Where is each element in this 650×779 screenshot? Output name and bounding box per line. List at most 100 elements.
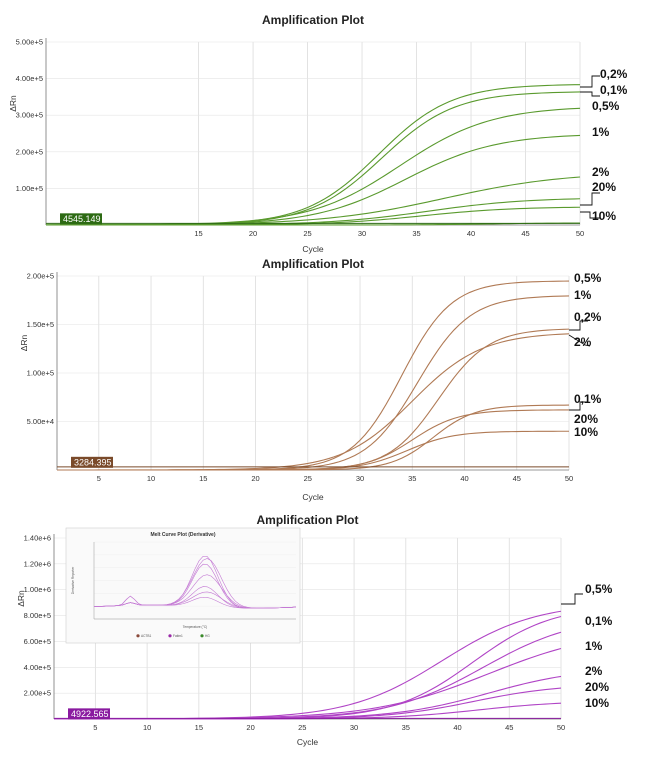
curve-callout-label: 0,1% [574,392,602,406]
series-line [57,333,570,471]
y-tick-label: 1.50e+5 [27,320,54,329]
y-tick-label: 4.00e+5 [24,663,51,672]
y-tick-label: 8.00e+5 [24,611,51,620]
y-axis-label: ΔRn [16,590,26,607]
series-line [45,84,581,226]
x-axis-label: Cycle [302,244,324,254]
callout-bracket [561,593,583,605]
curve-callout-label: 2% [574,335,592,349]
x-tick-label: 5 [93,723,97,732]
y-tick-label: 2.00e+5 [27,272,54,281]
inset-legend-label: HG [205,634,210,638]
y-tick-label: 3.00e+5 [16,111,43,120]
inset-x-label: Temperature (°C) [183,625,207,629]
curve-callout-label: 0,5% [585,582,613,596]
inset-melt-curve [93,596,297,609]
curve-callout-label: 20% [585,680,609,694]
y-axis-label: ΔRn [19,334,29,351]
curve-callout-label: 2% [592,165,610,179]
x-tick-label: 50 [576,229,584,238]
x-tick-label: 45 [505,723,513,732]
x-tick-label: 5 [97,474,101,483]
x-tick-label: 10 [147,474,155,483]
x-tick-label: 10 [143,723,151,732]
y-tick-label: 1.00e+5 [27,369,54,378]
series-line [57,280,570,471]
curve-callout-label: 20% [592,180,616,194]
threshold-value-label: 4545.149 [63,214,101,224]
chart-title: Amplification Plot [257,513,359,527]
x-tick-label: 35 [402,723,410,732]
chart-title: Amplification Plot [262,257,364,271]
x-tick-label: 15 [199,474,207,483]
series-line [46,198,581,226]
callout-bracket [580,211,600,219]
chart-title: Amplification Plot [262,13,364,27]
x-tick-label: 45 [521,229,529,238]
curve-callout-label: 10% [585,696,609,710]
callout-bracket [569,320,588,331]
inset-title: Melt Curve Plot (Derivative) [150,532,215,538]
callout-bracket [580,192,600,206]
curve-callout-label: 0,5% [592,99,620,113]
chart-panel-3: Amplification Plot 5 10 15 20 25 30 35 40 45 50 2.0… [16,513,613,747]
y-tick-label: 4.00e+5 [16,74,43,83]
inset-legend-marker [200,634,204,638]
threshold-badge [68,708,110,720]
y-tick-label: 1.00e+6 [24,585,51,594]
y-tick-label: 1.40e+6 [24,534,51,543]
x-axis-label: Cycle [297,737,319,747]
melt-curve-inset [65,527,301,644]
series-line [57,295,570,471]
chart-panel-1: Amplification Plot 15 20 25 30 35 40 45 50 1.00e+… [8,13,628,254]
inset-legend-marker [168,634,172,638]
curve-callout-label: 10% [592,209,616,223]
curve-callout-label: 0,5% [574,271,602,285]
curve-callout-label: 1% [585,639,603,653]
inset-legend-label: ACTB1 [141,634,152,638]
inset-legend-marker [136,634,140,638]
curve-callout-label: 1% [592,125,610,139]
callout-bracket [568,334,591,347]
curve-callout-label: 0,2% [574,310,602,324]
x-tick-label: 20 [251,474,259,483]
x-tick-label: 25 [298,723,306,732]
y-tick-label: 1.00e+5 [16,184,43,193]
series-line [57,430,570,471]
y-tick-label: 6.00e+5 [24,637,51,646]
y-tick-label: 5.00e+5 [16,38,43,47]
y-tick-label: 2.00e+5 [16,147,43,156]
series-line [45,134,581,226]
callout-bracket [580,91,600,97]
inset-y-label: Derivative Reporter [71,566,75,594]
series-line [54,647,562,720]
x-tick-label: 20 [249,229,257,238]
x-tick-label: 25 [303,229,311,238]
x-tick-label: 35 [408,474,416,483]
series-line [57,328,570,471]
y-tick-label: 1.20e+6 [24,559,51,568]
x-tick-label: 15 [195,723,203,732]
x-tick-label: 50 [557,723,565,732]
series-line [54,687,562,720]
x-tick-label: 45 [513,474,521,483]
inset-legend-label: Fatim1 [173,634,183,638]
x-tick-label: 30 [350,723,358,732]
curve-callout-label: 20% [574,412,598,426]
threshold-value-label: 4922.565 [71,709,109,719]
x-tick-label: 15 [194,229,202,238]
x-tick-label: 35 [412,229,420,238]
x-tick-label: 40 [460,474,468,483]
chart-panel-2: Amplification Plot 5 10 15 20 25 30 35 40 45 50 5.0… [19,257,602,502]
x-tick-label: 30 [356,474,364,483]
x-tick-label: 20 [246,723,254,732]
x-axis-label: Cycle [302,492,324,502]
curve-callout-label: 1% [574,288,592,302]
curve-callout-label: 10% [574,425,598,439]
curve-callout-label: 0,1% [600,83,628,97]
x-tick-label: 25 [304,474,312,483]
curve-callout-label: 0,1% [585,614,613,628]
threshold-badge [71,456,113,468]
series-line [57,409,570,471]
